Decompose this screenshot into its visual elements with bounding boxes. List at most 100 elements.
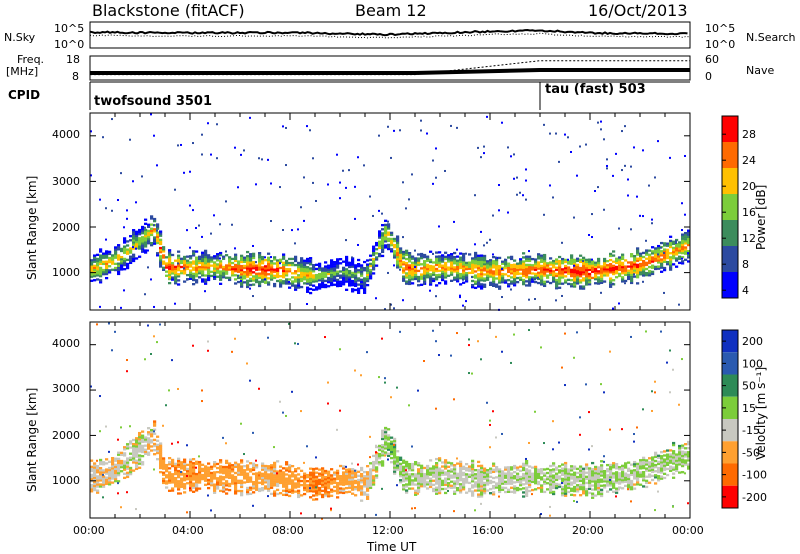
power-cell (204, 264, 208, 267)
velocity-cell (471, 469, 475, 473)
power-cell (246, 283, 250, 287)
velocity-cell (399, 458, 403, 461)
velocity-cell (339, 475, 343, 478)
velocity-cell (612, 480, 616, 483)
power-cell (573, 268, 577, 272)
power-cell (213, 267, 217, 270)
velocity-cell (666, 467, 670, 471)
power-cell (456, 271, 460, 275)
power-cell (387, 243, 391, 247)
velocity-cell (402, 469, 406, 473)
velocity-cell (441, 479, 445, 483)
velocity-cell (252, 487, 256, 490)
velocity-cell (345, 491, 349, 494)
power-cell (402, 267, 406, 270)
power-cell (396, 264, 400, 267)
velocity-cell (537, 470, 541, 473)
power-cell (360, 286, 364, 290)
power-noise-cell (669, 156, 671, 159)
velocity-cell (393, 452, 397, 455)
power-cell (249, 277, 253, 281)
power-cell (579, 266, 583, 270)
power-noise-cell (189, 170, 191, 173)
power-noise-cell (177, 144, 179, 147)
xtick-2: 08:00 (272, 524, 304, 537)
velocity-cell (663, 462, 667, 465)
power-cell (105, 268, 109, 272)
velocity-noise-cell (456, 332, 458, 335)
velocity-cell (318, 478, 322, 481)
velocity-cell (564, 478, 568, 481)
velocity-cell (552, 482, 556, 485)
power-cell (678, 255, 682, 258)
power-noise-cell (177, 262, 179, 265)
velocity-cell (93, 462, 97, 465)
power-cell (408, 274, 412, 277)
power-cell (582, 271, 586, 274)
velocity-cell (651, 468, 655, 471)
power-cell (141, 248, 145, 251)
velocity-noise-cell (96, 323, 98, 326)
velocity-cell (510, 480, 514, 483)
power-cell (105, 254, 109, 257)
power-noise-cell (207, 122, 209, 125)
power-noise-cell (249, 287, 251, 290)
velocity-cell (108, 460, 112, 464)
velocity-cell (333, 489, 337, 493)
power-cell (474, 262, 478, 265)
velocity-noise-cell (468, 372, 470, 375)
velocity-cell (297, 495, 301, 499)
power-cell (249, 273, 253, 276)
velocity-cell (201, 469, 205, 473)
velocity-cell (492, 485, 496, 488)
velocity-cell (582, 475, 586, 479)
power-cell (192, 260, 196, 263)
power-cell (336, 282, 340, 286)
power-cell (192, 282, 196, 286)
velocity-cell (471, 459, 475, 463)
velocity-cell (477, 487, 481, 490)
velocity-cell (162, 463, 166, 466)
power-cell (552, 274, 556, 277)
velocity-cell (402, 486, 406, 489)
velocity-cell (273, 469, 277, 473)
velocity-noise-cell (573, 500, 575, 503)
velocity-cell (345, 486, 349, 490)
power-cell (360, 274, 364, 277)
power-cell (489, 271, 493, 274)
power-cell (156, 227, 160, 230)
power-cell (327, 276, 331, 280)
power-cell (354, 282, 358, 285)
power-cell (675, 257, 679, 260)
velocity-cell (141, 444, 145, 448)
velocity-cell (111, 459, 115, 462)
power-noise-cell (111, 118, 113, 121)
velocity-cell (426, 483, 430, 486)
power-cell (144, 243, 148, 246)
power-cell (207, 260, 211, 263)
velocity-cell (597, 488, 601, 492)
velocity-cell (288, 466, 292, 469)
velocity-cell (183, 485, 187, 488)
velocity-cell (168, 479, 172, 482)
power-noise-cell (99, 198, 101, 201)
power-cell (588, 283, 592, 286)
velocity-cell (195, 481, 199, 484)
velocity-cell (522, 483, 526, 486)
power-cell (96, 278, 100, 281)
power-cell (192, 274, 196, 278)
velocity-cell (636, 472, 640, 476)
power-cell (630, 273, 634, 276)
velocity-cell (255, 478, 259, 481)
power-cell (264, 267, 268, 270)
velocity-cell (426, 477, 430, 480)
power-cell (675, 245, 679, 248)
power-cell (498, 287, 502, 290)
power-noise-cell (201, 153, 203, 156)
power-cell (381, 242, 385, 245)
power-cell (420, 283, 424, 286)
velocity-cell (435, 468, 439, 471)
velocity-cell (327, 491, 331, 494)
velocity-cell (471, 494, 475, 497)
velocity-cell (570, 477, 574, 480)
